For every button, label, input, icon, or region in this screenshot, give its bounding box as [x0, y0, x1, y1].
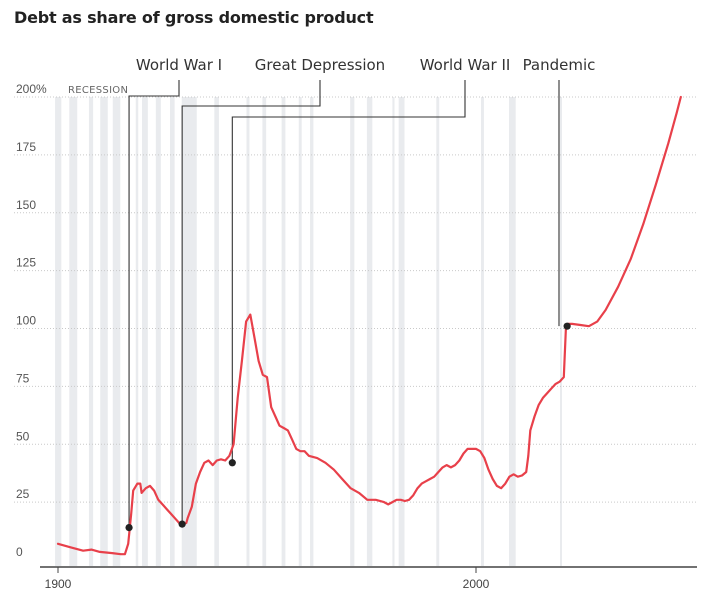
recession-band: [170, 97, 175, 566]
y-tick-label: 50: [16, 429, 30, 443]
event-leader-line: [128, 80, 180, 528]
recession-band: [281, 97, 286, 566]
y-tick-label: 75: [16, 371, 30, 385]
recession-band: [366, 97, 373, 566]
y-tick-label: 125: [16, 256, 36, 270]
recession-band: [298, 97, 302, 566]
event-marker: [178, 520, 186, 528]
event-label: World War II: [420, 56, 511, 74]
chart-title: Debt as share of gross domestic product: [14, 8, 374, 27]
recession-band: [246, 97, 250, 566]
event-label: World War I: [136, 56, 222, 74]
recession-band: [69, 97, 78, 566]
recession-label: RECESSION: [68, 85, 128, 96]
event-label: Great Depression: [255, 56, 385, 74]
gridlines: 0 25 50 75 100 125 150 175 200% RECESSION: [14, 82, 697, 559]
y-tick-label: 25: [16, 487, 30, 501]
y-tick-label: 200%: [16, 82, 47, 96]
y-tick-label: 0: [16, 545, 23, 559]
y-tick-label: 100: [16, 314, 36, 328]
recession-band: [88, 97, 94, 566]
event-marker: [228, 459, 236, 467]
annotation-markers: [125, 322, 571, 532]
axes: 1900 2000: [40, 566, 697, 591]
recession-band: [214, 97, 219, 566]
recession-bands: [55, 97, 563, 566]
recession-band: [142, 97, 148, 566]
recession-band: [310, 97, 314, 566]
recession-band: [509, 97, 516, 566]
annotation-leaders: [128, 80, 560, 528]
recession-band: [262, 97, 267, 566]
recession-band: [181, 97, 197, 566]
y-tick-label: 175: [16, 140, 36, 154]
recession-band: [100, 97, 108, 566]
annotation-labels: World War I Great Depression World War II P…: [136, 56, 596, 74]
recession-band: [436, 97, 440, 566]
event-label: Pandemic: [523, 56, 596, 74]
recession-band: [112, 97, 121, 566]
recession-band: [350, 97, 355, 566]
y-tick-label: 150: [16, 198, 36, 212]
recession-band: [155, 97, 161, 566]
recession-band: [481, 97, 484, 566]
recession-band: [135, 97, 139, 566]
recession-band: [398, 97, 405, 566]
event-marker: [563, 322, 571, 330]
event-leader-line: [231, 80, 466, 463]
x-tick-label: 2000: [463, 577, 490, 591]
recession-band: [560, 97, 563, 566]
x-tick-label: 1900: [45, 577, 72, 591]
recession-band: [392, 97, 395, 566]
series-layer: [56, 95, 682, 556]
recession-band: [55, 97, 62, 566]
series-line: [56, 95, 682, 556]
event-leader-line: [181, 80, 321, 525]
event-marker: [125, 523, 133, 532]
